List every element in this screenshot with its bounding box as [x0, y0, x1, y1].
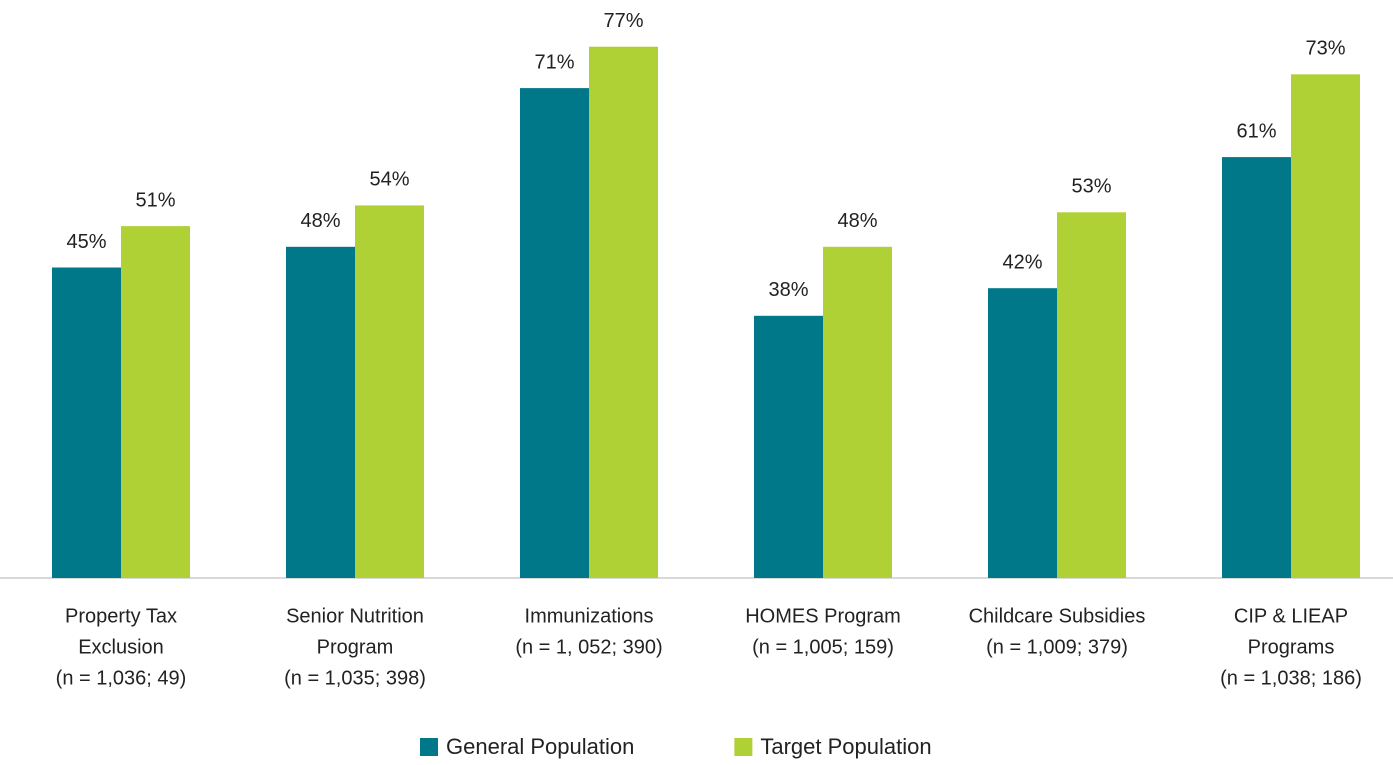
- x-tick-label: CIP & LIEAP: [1234, 605, 1348, 627]
- x-tick-label: Property Tax: [65, 605, 177, 627]
- x-tick-label: (n = 1, 052; 390): [515, 636, 662, 658]
- x-tick-label: (n = 1,005; 159): [752, 636, 894, 658]
- x-tick-label: HOMES Program: [745, 605, 901, 627]
- bar: [520, 88, 589, 578]
- bar: [1222, 157, 1291, 578]
- bar: [286, 246, 355, 579]
- bar: [589, 46, 658, 578]
- x-tick-label: (n = 1,036; 49): [56, 667, 187, 689]
- x-tick-label: Program: [317, 636, 394, 658]
- bar: [988, 288, 1057, 578]
- x-tick-label: Senior Nutrition: [286, 605, 424, 627]
- data-label: 54%: [369, 169, 409, 191]
- data-label: 77%: [603, 10, 643, 32]
- bar: [121, 226, 190, 578]
- x-tick-label: (n = 1,035; 398): [284, 667, 426, 689]
- x-tick-label: (n = 1,038; 186): [1220, 667, 1362, 689]
- bar: [823, 246, 892, 579]
- data-label: 42%: [1002, 251, 1042, 273]
- data-label: 71%: [534, 51, 574, 73]
- data-label: 45%: [66, 231, 106, 253]
- x-tick-label: Programs: [1248, 636, 1335, 658]
- x-tick-label: (n = 1,009; 379): [986, 636, 1128, 658]
- data-label: 38%: [768, 279, 808, 301]
- data-label: 51%: [135, 189, 175, 211]
- data-label: 53%: [1071, 176, 1111, 198]
- legend-swatch: [420, 738, 438, 756]
- bar: [754, 315, 823, 578]
- x-tick-label: Childcare Subsidies: [969, 605, 1146, 627]
- x-tick-label: Immunizations: [525, 605, 654, 627]
- bar: [52, 267, 121, 578]
- legend-label: Target Population: [760, 734, 931, 759]
- x-tick-label: Exclusion: [78, 636, 164, 658]
- legend: General Population Target Population: [420, 734, 932, 759]
- bar: [1291, 74, 1360, 579]
- data-label: 73%: [1305, 38, 1345, 60]
- data-label: 48%: [837, 210, 877, 232]
- legend-label: General Population: [446, 734, 634, 759]
- bar: [355, 205, 424, 578]
- bar: [1057, 212, 1126, 579]
- legend-swatch: [734, 738, 753, 756]
- data-label: 48%: [300, 210, 340, 232]
- data-label: 61%: [1236, 120, 1276, 142]
